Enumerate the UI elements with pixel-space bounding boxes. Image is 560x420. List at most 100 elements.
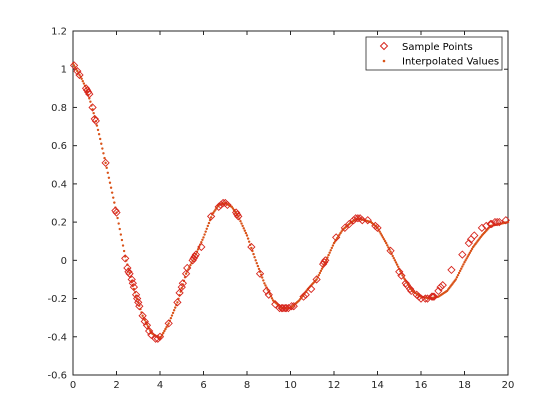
sample-point (147, 330, 156, 340)
interpolated-point (319, 269, 323, 273)
interpolated-point (80, 77, 83, 80)
sample-point (164, 319, 173, 328)
legend-item-interpolated-values: Interpolated Values (382, 57, 499, 68)
sample-point (332, 233, 341, 242)
sample-point (318, 260, 328, 269)
sample-point (299, 292, 308, 301)
interpolated-point (110, 191, 114, 194)
interpolated-point (72, 64, 76, 67)
interpolated-point (95, 124, 99, 127)
interpolated-point (104, 161, 107, 165)
interpolated-point (394, 261, 398, 264)
sample-point (124, 267, 133, 276)
sample-point (427, 292, 437, 301)
interpolated-point (456, 273, 460, 277)
sample-point (395, 267, 404, 276)
interpolated-point (317, 273, 320, 277)
sample-point (188, 256, 197, 265)
x-tick-label: 0 (70, 380, 76, 391)
interpolated-point (119, 233, 123, 236)
interpolated-point (171, 311, 175, 315)
sample-point (189, 254, 198, 263)
interpolated-point (464, 259, 467, 262)
sample-point (111, 206, 120, 215)
interpolated-point (246, 237, 250, 240)
x-axis: 0 2 4 6 8 10 12 14 16 18 20 (70, 31, 514, 391)
y-tick-label: -0.6 (47, 371, 67, 382)
legend: Sample Points Interpolated Values (365, 36, 503, 71)
sample-point (340, 223, 350, 232)
sample-point (421, 294, 430, 303)
legend-box (365, 36, 503, 71)
sample-point (153, 334, 162, 343)
interpolated-point (196, 248, 200, 251)
y-tick-label: 0 (61, 256, 67, 267)
interpolated-point (109, 186, 113, 189)
sample-point (486, 219, 495, 229)
interpolated-point (393, 259, 397, 262)
sample-point (134, 298, 143, 307)
interpolated-point (101, 147, 104, 150)
sample-point (81, 84, 91, 93)
interpolated-point (206, 224, 210, 228)
x-tick-label: 14 (371, 380, 384, 391)
interpolated-point (455, 276, 459, 279)
sample-point (401, 279, 410, 288)
sample-point (131, 290, 141, 299)
sample-point (495, 217, 504, 227)
interpolated-point (391, 254, 394, 258)
interpolated-point (395, 263, 399, 266)
interpolated-point (250, 246, 253, 250)
interpolated-point (264, 284, 267, 287)
sample-point (112, 208, 121, 217)
sample-point (458, 250, 467, 259)
sample-point (91, 116, 100, 125)
sample-point (84, 88, 93, 97)
interpolated-point (163, 329, 166, 333)
sample-point (407, 286, 416, 296)
interpolated-point (458, 269, 462, 273)
interpolated-point (396, 265, 400, 268)
series-sample-points (69, 61, 510, 343)
y-tick-label: 0.4 (51, 179, 67, 190)
interpolated-point (245, 234, 249, 237)
interpolated-point (270, 297, 274, 300)
interpolated-point (330, 246, 334, 250)
sample-point (247, 242, 256, 252)
sample-point (101, 158, 110, 168)
sample-point (501, 216, 510, 225)
sample-point (127, 275, 136, 284)
sample-point (301, 290, 310, 299)
sample-point (191, 250, 201, 259)
interpolated-point (460, 267, 463, 270)
interpolated-point (112, 196, 115, 199)
interpolated-point (97, 133, 101, 136)
sample-point (135, 302, 144, 311)
interpolated-point (465, 257, 468, 260)
sample-point (183, 263, 192, 273)
interpolated-point (108, 181, 112, 184)
sample-point (178, 279, 187, 288)
interpolated-point (243, 229, 247, 232)
sample-point (264, 290, 273, 299)
sample-point (142, 321, 152, 330)
interpolated-point (381, 236, 385, 239)
sample-point (140, 317, 149, 326)
sample-point (353, 214, 363, 223)
sample-point (128, 279, 137, 288)
interpolated-point (174, 306, 177, 309)
interpolated-point (392, 256, 396, 260)
sample-point (271, 300, 280, 309)
x-tick-label: 4 (157, 380, 163, 391)
sample-point (262, 286, 271, 296)
x-tick-label: 16 (415, 380, 428, 391)
interpolated-point (82, 82, 86, 85)
interpolated-point (389, 250, 392, 253)
interpolated-point (209, 216, 213, 219)
legend-diamond-marker (379, 41, 389, 51)
sample-point (121, 254, 130, 263)
interpolated-point (466, 255, 469, 258)
interpolated-point (78, 73, 81, 77)
interpolated-point (320, 267, 324, 270)
